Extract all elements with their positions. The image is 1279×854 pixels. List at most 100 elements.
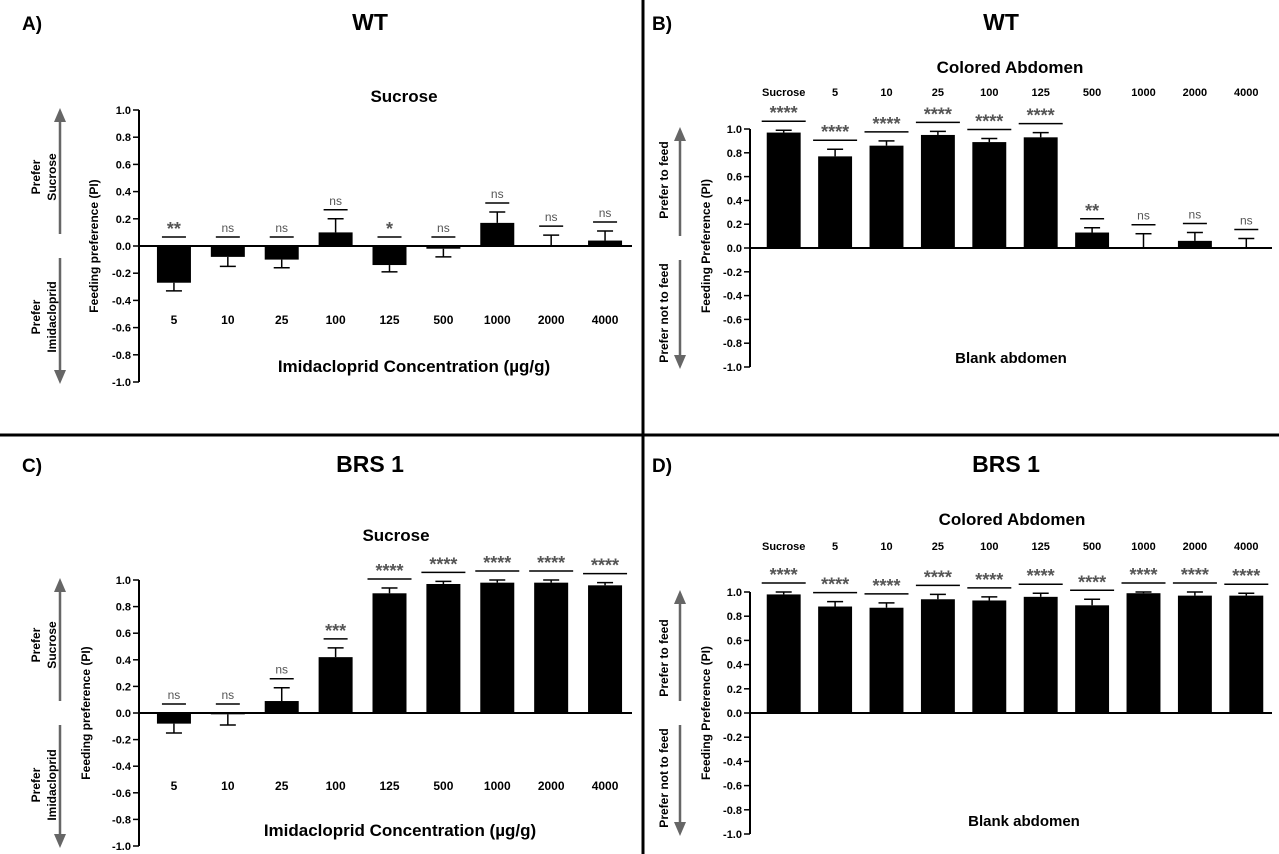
bar	[156, 246, 191, 283]
significance-label: ns	[1240, 213, 1253, 227]
category-label: 4000	[592, 779, 619, 793]
significance-label: ns	[275, 663, 288, 677]
category-label: 5	[171, 313, 178, 327]
arrow-down-label: Prefer not to feed	[657, 263, 671, 362]
y-tick-label: 0.8	[727, 148, 742, 160]
y-tick-label: -0.8	[723, 805, 742, 817]
y-tick-label: -0.4	[112, 295, 132, 307]
arrow-up-label: Sucrose	[45, 153, 59, 201]
significance-label: ****	[872, 576, 900, 596]
significance-label: ns	[599, 206, 612, 220]
y-tick-label: -1.0	[723, 362, 742, 374]
category-label: 25	[275, 313, 289, 327]
significance-label: ****	[1027, 566, 1055, 586]
significance-label: ns	[1137, 209, 1150, 223]
category-label: 10	[880, 87, 892, 99]
bar	[1075, 232, 1110, 248]
significance-label: ***	[325, 621, 346, 641]
arrow-up-label: Prefer	[29, 159, 43, 194]
y-tick-label: -0.2	[723, 732, 742, 744]
bar	[766, 594, 801, 713]
x-axis-label: Imidacloprid Concentration (µg/g)	[278, 357, 550, 376]
bar	[264, 246, 299, 260]
bar	[534, 246, 569, 247]
significance-label: ****	[821, 575, 849, 595]
y-tick-label: -0.6	[112, 323, 131, 335]
category-label: 25	[275, 779, 289, 793]
category-label: 2000	[538, 313, 565, 327]
y-tick-label: 1.0	[727, 124, 742, 136]
category-label: 2000	[538, 779, 565, 793]
significance-label: ****	[1027, 106, 1055, 126]
y-tick-label: 0.6	[727, 172, 742, 184]
significance-label: **	[1085, 201, 1099, 221]
significance-label: ****	[1181, 565, 1209, 585]
category-label: 1000	[484, 313, 511, 327]
category-label: 4000	[1234, 87, 1258, 99]
bar	[1177, 240, 1212, 248]
y-tick-label: 0.4	[727, 195, 743, 207]
y-tick-label: 0.0	[727, 708, 742, 720]
down-arrow-head	[54, 370, 66, 384]
significance-label: ****	[872, 114, 900, 134]
y-axis-label: Feeding preference (PI)	[87, 179, 101, 312]
bottom-label: Blank abdomen	[968, 813, 1080, 830]
significance-label: ns	[1189, 208, 1202, 222]
category-label: 1000	[1131, 541, 1155, 553]
category-label: 125	[379, 313, 399, 327]
y-tick-label: -0.4	[723, 291, 743, 303]
category-label: Sucrose	[762, 541, 805, 553]
significance-label: ****	[821, 122, 849, 142]
significance-label: ns	[491, 187, 504, 201]
y-tick-label: 1.0	[727, 587, 742, 599]
significance-label: ns	[437, 221, 450, 235]
bar	[1126, 593, 1161, 713]
panel-label: D)	[652, 456, 672, 477]
bar	[1023, 137, 1058, 248]
y-tick-label: 1.0	[116, 575, 131, 587]
y-tick-label: -0.8	[723, 338, 742, 350]
y-tick-label: -0.2	[112, 735, 131, 747]
bar	[1229, 248, 1264, 249]
up-arrow-head	[54, 108, 66, 122]
category-label: 2000	[1183, 87, 1207, 99]
panel-subtitle: Sucrose	[362, 526, 429, 545]
category-label: 10	[221, 779, 235, 793]
category-label: 4000	[1234, 541, 1258, 553]
y-tick-label: -1.0	[112, 841, 131, 853]
bar	[426, 583, 461, 713]
significance-label: *	[386, 219, 393, 239]
significance-label: ns	[329, 194, 342, 208]
bar	[1075, 605, 1110, 713]
y-tick-label: -0.4	[112, 761, 132, 773]
arrow-up-label: Sucrose	[45, 621, 59, 669]
bar	[210, 246, 245, 257]
arrow-up-label: Prefer to feed	[657, 141, 671, 218]
y-tick-label: 0.6	[116, 628, 131, 640]
bar	[318, 657, 353, 713]
y-tick-label: 0.4	[116, 187, 132, 199]
category-label: 25	[932, 541, 944, 553]
down-arrow-head	[674, 822, 686, 836]
y-tick-label: 0.2	[727, 684, 742, 696]
bar	[818, 606, 853, 713]
significance-label: ****	[591, 556, 619, 576]
up-arrow-head	[54, 578, 66, 592]
x-axis-label: Imidacloprid Concentration (µg/g)	[264, 821, 536, 840]
bar	[1177, 595, 1212, 713]
y-tick-label: 0.0	[116, 241, 131, 253]
y-tick-label: 0.8	[727, 611, 742, 623]
panel-subtitle: Colored Abdomen	[939, 510, 1086, 529]
panel-title: WT	[352, 9, 388, 35]
category-label: 10	[880, 541, 892, 553]
bar	[318, 232, 353, 246]
significance-label: ns	[221, 688, 234, 702]
bar	[480, 222, 515, 246]
significance-label: ns	[221, 221, 234, 235]
bar	[972, 142, 1007, 248]
down-arrow-head	[54, 834, 66, 848]
y-tick-label: 0.6	[116, 159, 131, 171]
category-label: 5	[832, 541, 838, 553]
category-label: 125	[379, 779, 399, 793]
significance-label: ****	[975, 112, 1003, 132]
